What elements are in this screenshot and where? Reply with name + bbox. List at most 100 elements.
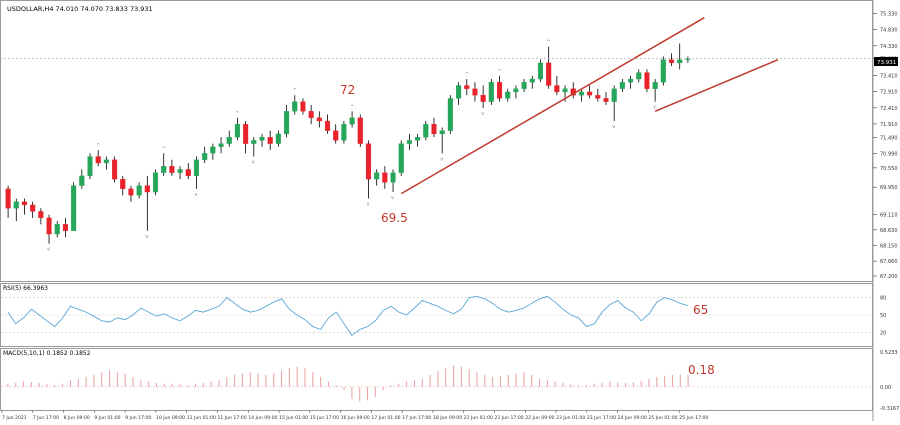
annotation-macd-0-18: 0.18: [688, 363, 715, 377]
candle-bull: [71, 185, 77, 231]
price-tick-label: 74.330: [880, 44, 898, 50]
candle-bull: [177, 169, 183, 173]
fractal-down-marker: v: [391, 195, 394, 201]
time-tick-label: 18 Jun 09:00: [433, 415, 462, 421]
time-tick-label: 23 Jun 01:00: [556, 415, 585, 421]
candle-bull: [398, 143, 404, 173]
time-tick-label: 25 Jun 01:00: [648, 415, 677, 421]
candle-bull: [218, 143, 224, 147]
candle-bear: [38, 211, 44, 219]
price-panel: v ^ v ^ v ^ v ^ ^ v v v ^ v ^ ^ v v: [5, 17, 779, 253]
fractal-up-marker: ^: [96, 143, 100, 149]
time-tick-label: 7 Jun 17:00: [33, 415, 59, 421]
candle-bull: [660, 59, 666, 83]
price-tick-label: 71.490: [880, 135, 898, 141]
candle-bull: [513, 88, 519, 93]
candle-bull: [193, 159, 200, 177]
candle-bull: [136, 185, 142, 196]
candle-bull: [226, 137, 232, 144]
rsi-title: RSI(5) 66.3963: [3, 285, 48, 292]
time-tick-label: 17 Jun 01:00: [371, 415, 400, 421]
rsi-tick-label: 50: [880, 313, 886, 319]
fractal-down-marker: v: [653, 105, 656, 111]
candle-bear: [595, 95, 601, 99]
candle-bull: [210, 146, 216, 154]
macd-title: MACD(5,10,1) 0.1852 0.1852: [3, 350, 91, 357]
price-tick-label: 71.910: [880, 122, 898, 128]
candle-bull: [406, 140, 412, 144]
time-tick-label: 8 Jun 09:00: [64, 415, 90, 421]
price-tick-label: 73.410: [880, 73, 898, 79]
fractal-up-marker: ^: [293, 88, 297, 94]
current-price-tag: [874, 57, 898, 66]
fractal-up-marker: ^: [547, 40, 551, 46]
candle-bear: [668, 59, 675, 64]
candle-bear: [243, 124, 249, 144]
candle-bear: [382, 172, 388, 183]
candle-bull: [578, 91, 584, 96]
candle-bull: [103, 159, 109, 164]
fractal-down-marker: v: [481, 111, 484, 117]
time-tick-label: 21 Jun 01:00: [464, 415, 493, 421]
time-tick-label: 23 Jun 17:00: [587, 415, 616, 421]
annotation-low-69-5: 69.5: [381, 211, 408, 225]
candle-bear: [603, 98, 609, 102]
price-tick-label: 72.410: [880, 106, 898, 112]
macd-panel: 0.5233 0.00 -0.3167: [1, 350, 899, 412]
time-tick-label: 7 Jun 2021: [2, 415, 27, 421]
candle-bear: [120, 178, 126, 189]
time-tick-label: 15 Jun 01:00: [279, 415, 308, 421]
trendline: [400, 17, 705, 195]
candle-bear: [554, 85, 560, 93]
candle-bear: [357, 117, 363, 144]
price-tick-label: 69.110: [880, 212, 898, 218]
candle-bear: [644, 72, 650, 89]
candle-bull: [447, 98, 453, 131]
candle-bull: [488, 82, 494, 102]
time-tick-label: 11 Jun 01:00: [187, 415, 216, 421]
price-tick-label: 75.330: [880, 11, 898, 17]
candle-bull: [619, 82, 625, 89]
annotation-rsi-65: 65: [693, 303, 708, 317]
price-tick-label: 68.150: [880, 243, 898, 249]
price-tick-label: 69.950: [880, 185, 898, 191]
macd-tick-label: 0.00: [880, 385, 891, 391]
price-tick-label: 74.830: [880, 28, 898, 34]
candle-bear: [128, 188, 134, 196]
candle-bull: [505, 91, 511, 99]
trendline: [654, 58, 779, 113]
candle-bull: [284, 111, 290, 135]
candle-bull: [439, 130, 445, 135]
candle-bear: [21, 201, 28, 206]
price-tick-label: 70.990: [880, 152, 898, 158]
candle-bull: [537, 62, 544, 80]
time-tick-label: 14 Jun 09:00: [248, 415, 277, 421]
candle-bull: [79, 175, 85, 186]
candle-bear: [365, 143, 372, 180]
candle-bull: [611, 88, 617, 102]
candle-bull: [390, 172, 396, 183]
rsi-tick-label: 80: [880, 296, 886, 302]
candle-bear: [431, 124, 437, 135]
price-tick-label: 70.550: [880, 166, 898, 172]
rsi-tick-label: 20: [880, 330, 886, 336]
candle-bull: [677, 59, 683, 64]
fractal-down-marker: v: [366, 202, 369, 208]
price-tick-label: 67.660: [880, 259, 898, 265]
time-tick-label: 9 Jun 17:00: [125, 415, 151, 421]
price-panel-frame: [0, 0, 873, 282]
candle-bull: [54, 224, 60, 235]
candle-bear: [300, 101, 306, 112]
candle-bear: [112, 159, 118, 180]
price-tick-label: 72.910: [880, 90, 898, 96]
candle-bear: [546, 62, 552, 86]
time-tick-label: 11 Jun 17:00: [217, 415, 246, 421]
macd-tick-label: -0.3167: [880, 406, 899, 412]
candle-bull: [628, 78, 634, 83]
candle-bear: [185, 169, 191, 177]
fractal-down-marker: v: [440, 156, 443, 162]
fractal-down-marker: v: [47, 247, 50, 253]
annotation-high-72: 72: [340, 83, 355, 97]
fractal-down-marker: v: [252, 160, 255, 166]
